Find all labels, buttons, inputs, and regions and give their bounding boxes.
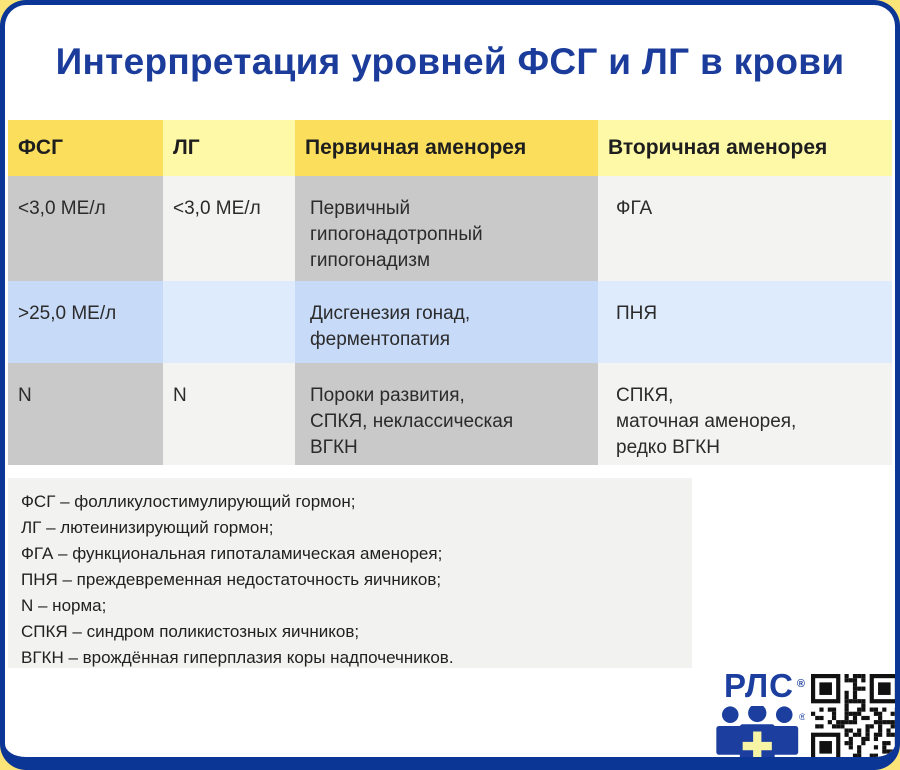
table-cell: >25,0 МЕ/л xyxy=(8,281,163,363)
qr-code xyxy=(811,674,895,757)
table-cell: ПНЯ xyxy=(598,281,892,363)
legend-line: ФГА – функциональная гипоталамическая ам… xyxy=(21,544,443,563)
qr-modules xyxy=(811,674,895,757)
table-cell xyxy=(163,281,295,363)
table-cell: N xyxy=(163,363,295,465)
fsh-lh-table: ФСГ ЛГ Первичная аменорея Вторичная амен… xyxy=(8,120,892,465)
legend-line: N – норма; xyxy=(21,596,107,615)
table-cell: ФГА xyxy=(598,176,892,281)
qr-finder-patterns xyxy=(811,674,895,757)
table-cell: Дисгенезия гонад, ферментопатия xyxy=(295,281,598,363)
rls-logo-text: РЛС ® xyxy=(724,667,806,704)
abbreviation-legend: ФСГ – фолликулостимулирующий гормон; ЛГ … xyxy=(8,478,692,668)
col-header-primary-amenorrhea: Первичная аменорея xyxy=(295,120,598,176)
table-cell: <3,0 МЕ/л xyxy=(163,176,295,281)
legend-line: ФСГ – фолликулостимулирующий гормон; xyxy=(21,492,356,511)
col-header-secondary-amenorrhea: Вторичная аменорея xyxy=(598,120,892,176)
registered-mark: ® xyxy=(799,712,805,723)
table-cell: <3,0 МЕ/л xyxy=(8,176,163,281)
rls-people-icon: ® xyxy=(716,706,805,757)
table-cell: N xyxy=(8,363,163,465)
col-header-fsg: ФСГ xyxy=(8,120,163,176)
legend-line: ЛГ – лютеинизирующий гормон; xyxy=(21,518,274,537)
table-cell: Пороки развития, СПКЯ, неклассическая ВГ… xyxy=(295,363,598,465)
rls-logo: РЛС® ® xyxy=(705,667,813,757)
legend-line: ПНЯ – преждевременная недостаточность яи… xyxy=(21,570,442,589)
table-cell: Первичный гипогонадотропный гипогонадизм xyxy=(295,176,598,281)
legend-line: ВГКН – врождённая гиперплазия коры надпо… xyxy=(21,648,454,667)
page-title: Интерпретация уровней ФСГ и ЛГ в крови xyxy=(55,41,845,82)
col-header-lg: ЛГ xyxy=(163,120,295,176)
table-cell: СПКЯ, маточная аменорея, редко ВГКН xyxy=(598,363,892,465)
registered-mark: ® xyxy=(796,678,806,690)
legend-line: СПКЯ – синдром поликистозных яичников; xyxy=(21,622,360,641)
